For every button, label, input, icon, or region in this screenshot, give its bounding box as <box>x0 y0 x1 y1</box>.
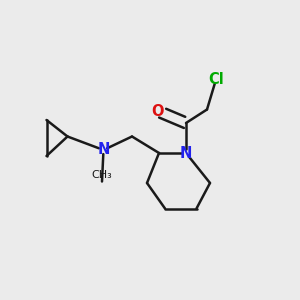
Text: O: O <box>151 103 164 118</box>
Text: N: N <box>97 142 110 158</box>
Text: CH₃: CH₃ <box>92 170 112 180</box>
Text: N: N <box>180 146 192 160</box>
Text: Cl: Cl <box>208 72 224 87</box>
